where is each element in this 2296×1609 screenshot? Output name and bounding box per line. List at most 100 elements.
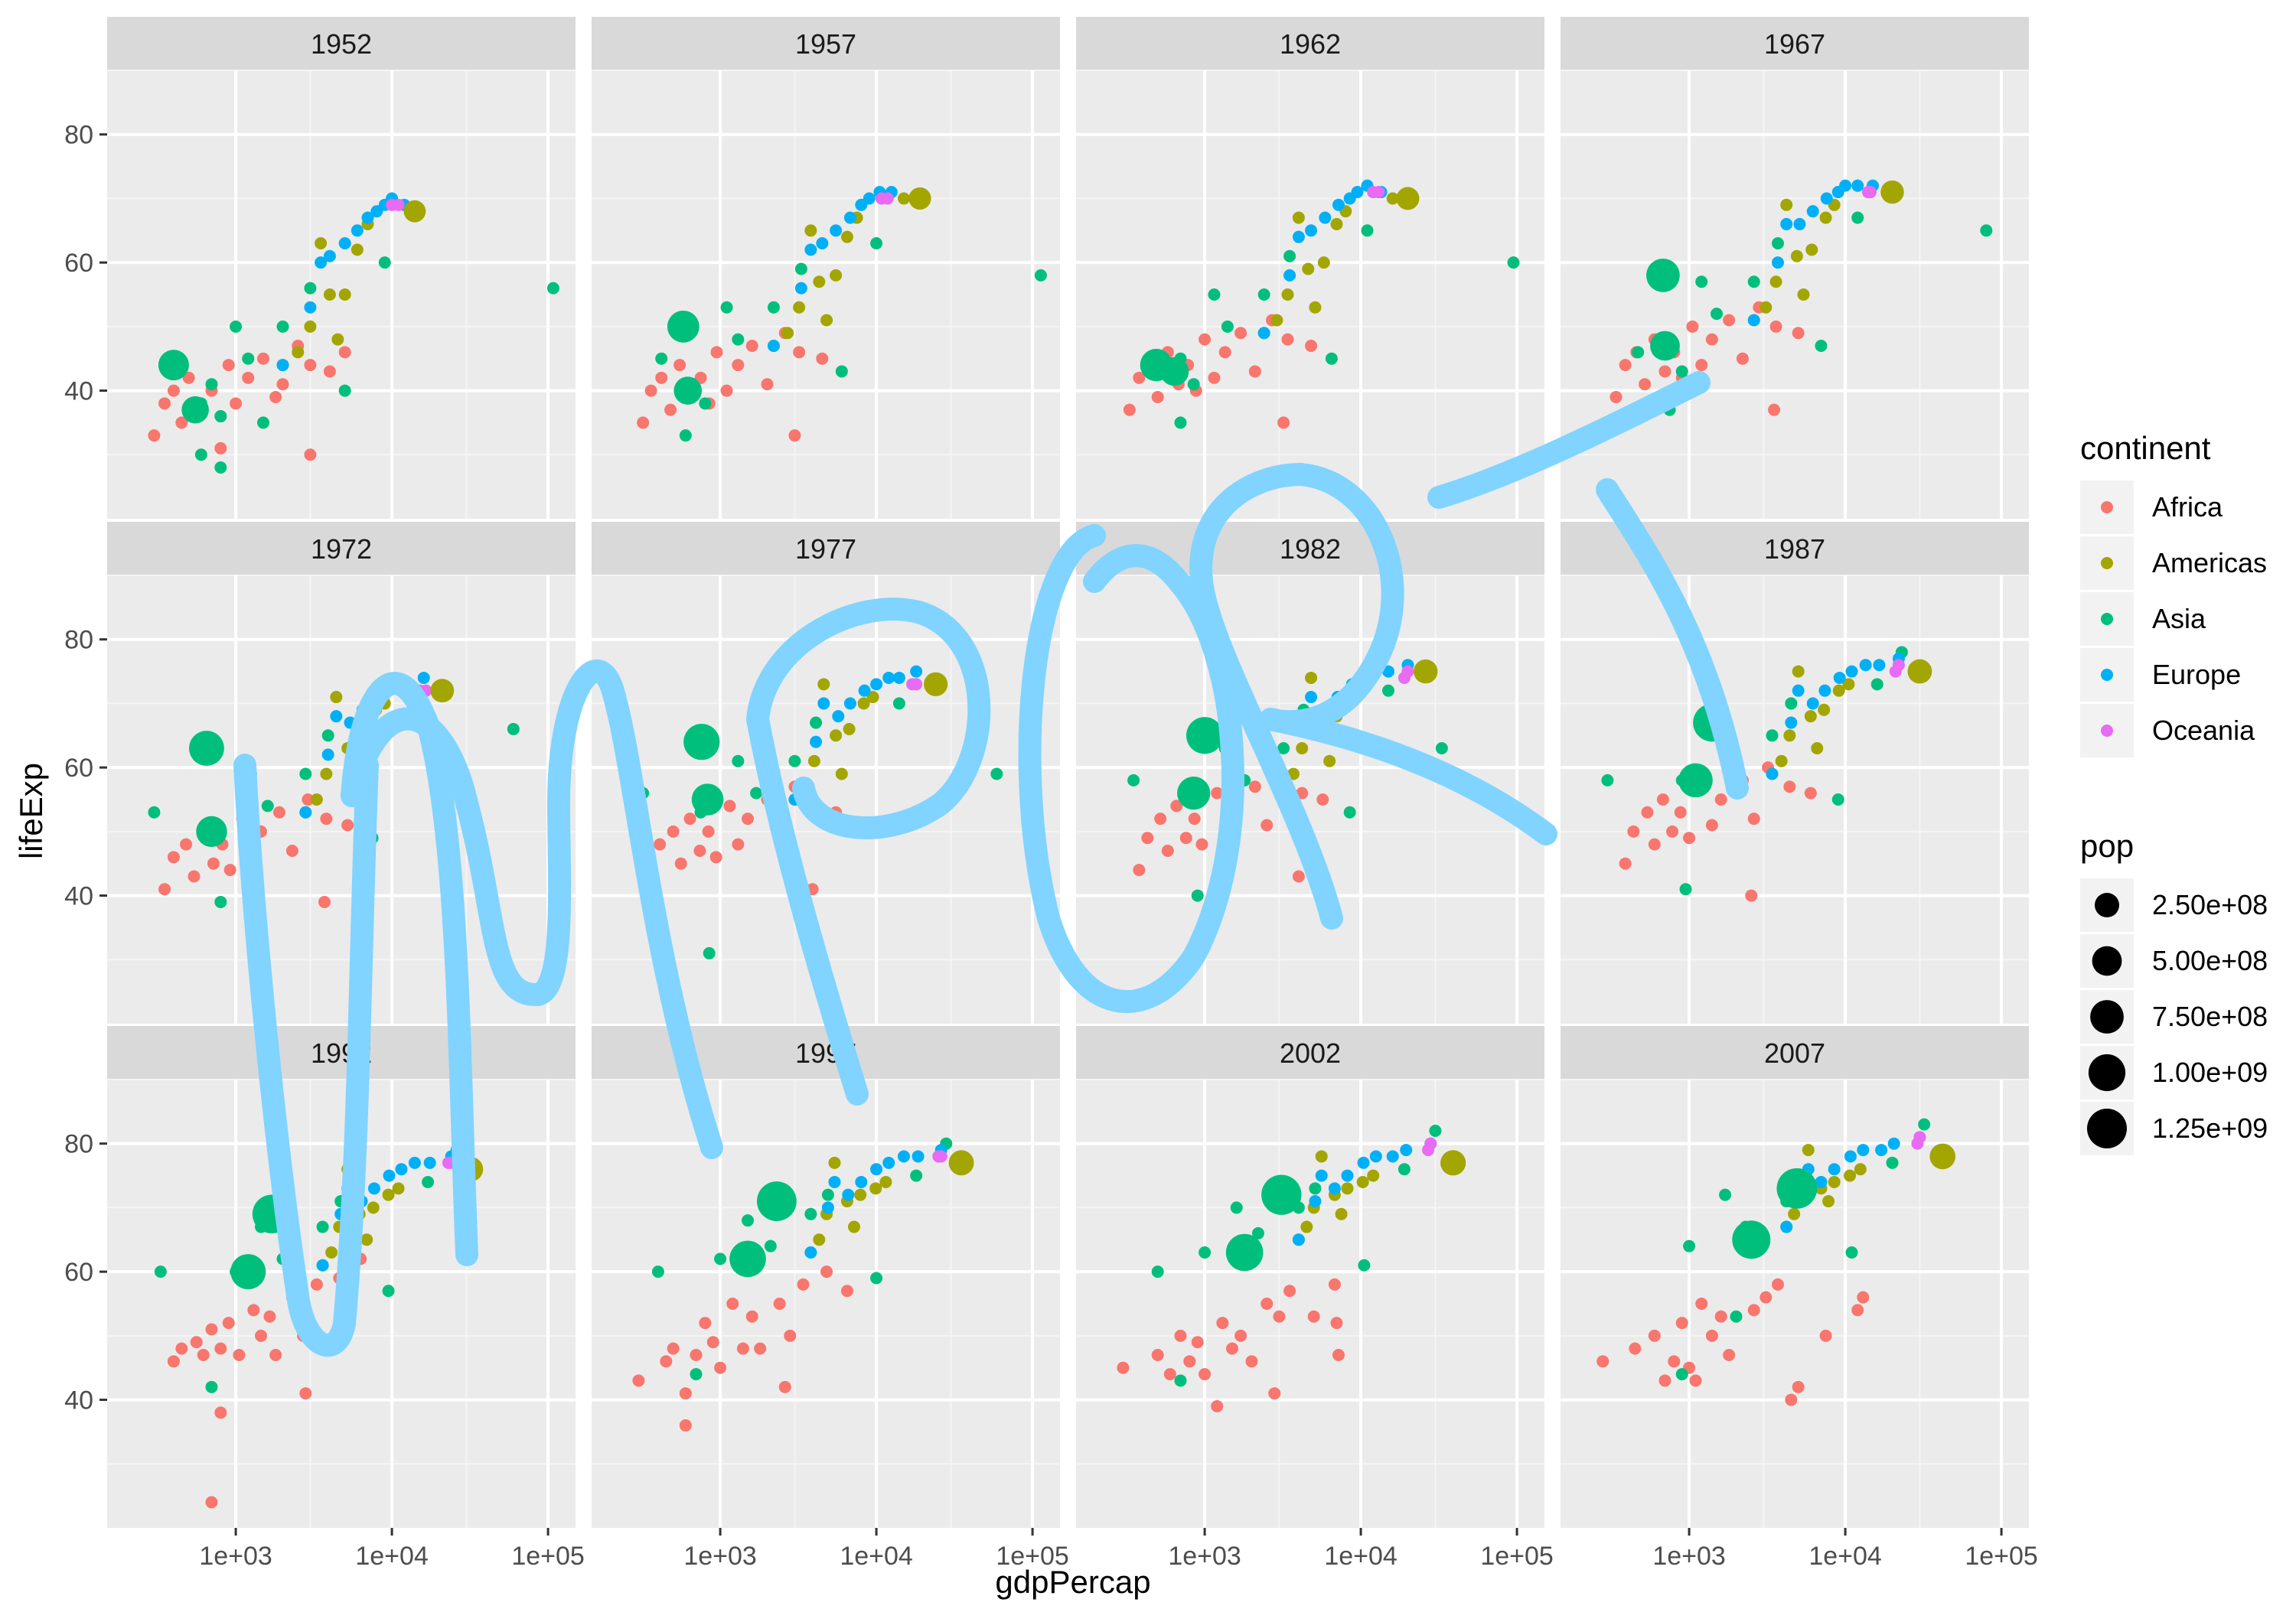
facet-strip [107,17,576,70]
legend-size-key [2090,1000,2124,1034]
data-point [794,282,807,295]
x-tick-label: 1e+05 [996,1542,1069,1571]
data-point [1766,729,1779,742]
data-point [1679,883,1692,896]
data-point-large [181,396,209,424]
data-point [892,671,905,684]
series-1997-africa [632,1265,853,1432]
data-point [1302,262,1315,275]
data-point [1658,1374,1671,1387]
data-point [1785,716,1798,729]
data-point [693,844,706,857]
panel-background [592,70,1060,519]
data-point [1328,1182,1341,1195]
data-point [1833,671,1846,684]
data-point [341,819,354,832]
data-point [1382,684,1394,697]
data-point [1133,864,1146,877]
data-point [1292,211,1305,224]
data-point [773,1298,786,1310]
data-point [222,1317,235,1330]
legend-color-label: Europe [2152,659,2241,690]
series-1952-oceania [386,198,405,211]
scribble-stroke-2 [341,672,478,1266]
data-point [840,230,853,243]
data-point [1341,1182,1354,1195]
legend-size-key [2088,1054,2126,1092]
data-point-large [1650,331,1680,361]
data-point [205,378,218,391]
data-point [835,767,848,780]
data-point [1668,1355,1681,1368]
legend-size-label: 2.50e+08 [2152,889,2268,920]
data-point [1745,889,1758,902]
data-point [1226,1342,1238,1355]
data-point-large [908,187,931,210]
data-point [745,339,758,352]
data-point [269,390,282,403]
data-point [1341,1169,1354,1182]
facet-panel-2007: 2007 [1561,1026,2029,1528]
data-point [338,346,351,359]
data-point [1695,1298,1708,1310]
data-point [175,1342,188,1355]
data-point [1199,1368,1212,1381]
data-point [395,1163,408,1176]
data-point [272,806,285,819]
data-point [323,365,336,378]
data-point [1601,774,1614,787]
data-point [810,735,823,748]
data-point [1785,1393,1798,1406]
data-point [338,237,351,250]
data-point [750,787,763,800]
data-point [1397,1163,1411,1176]
data-point [1769,275,1782,288]
data-point [1887,1137,1900,1150]
data-point [761,378,774,391]
data-point [898,1150,910,1163]
data-point [167,384,180,397]
data-point [247,1304,260,1317]
data-point [858,684,871,697]
data-point [1609,390,1623,403]
data-point [1305,671,1318,684]
x-tick-label: 1e+05 [1480,1542,1554,1571]
data-point [736,1342,749,1355]
data-point [644,384,657,397]
legend-size-key [2095,893,2119,917]
y-tick-label: 80 [64,1130,93,1159]
data-point [804,1246,817,1259]
data-point [1151,390,1164,403]
data-point-large [1929,1143,1956,1170]
data-point [188,870,201,883]
data-point [1332,198,1345,211]
data-point-large [673,376,703,405]
data-point-large [683,724,720,761]
data-point [1632,346,1645,359]
data-point [898,192,910,205]
data-point [1675,1368,1688,1381]
legend-size-label: 1.00e+09 [2152,1057,2268,1088]
series-1952-europe [276,192,411,372]
data-point [788,754,801,767]
data-point [882,1156,895,1169]
data-point [1230,1201,1243,1214]
data-point [269,1348,282,1361]
data-point [767,339,780,352]
data-point-large [1732,1220,1771,1259]
data-point [1736,352,1749,365]
data-point [1892,659,1905,672]
data-point [793,346,806,359]
data-point [1771,256,1784,269]
data-point [261,800,274,813]
panel-background [1561,70,2029,519]
data-point [667,1342,680,1355]
data-point [1328,1278,1341,1291]
data-point [1369,1150,1382,1163]
legend-color-label: Africa [2152,491,2223,523]
legend-color-key [2101,669,2113,681]
data-point [1187,378,1200,391]
data-point [1806,205,1819,218]
facet-strip-label: 1972 [311,533,372,565]
data-point [1234,1329,1247,1342]
